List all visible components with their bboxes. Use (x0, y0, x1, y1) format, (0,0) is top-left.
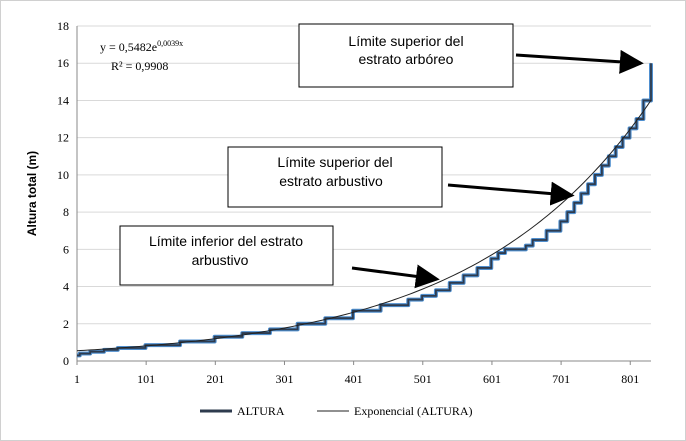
annotation-upper-shrub-line2: estrato arbustivo (279, 173, 383, 189)
y-tick-16: 16 (57, 56, 69, 70)
equation-exponent: 0,0039x (157, 39, 183, 48)
y-tick-labels: 0 2 4 6 8 10 12 14 16 18 (57, 19, 69, 368)
series-exponencial-line (76, 99, 652, 352)
annotation-arrow-2 (351, 264, 440, 289)
x-tick-301: 301 (275, 372, 293, 386)
annotation-arrows (351, 49, 644, 289)
x-tick-801: 801 (621, 372, 639, 386)
annotation-box-lower-shrub (119, 225, 334, 286)
x-tick-201: 201 (206, 372, 224, 386)
svg-text:y = 0,5482e0,0039x: y = 0,5482e0,0039x (100, 39, 183, 54)
legend: ALTURA Exponencial (ALTURA) (200, 404, 473, 418)
axes (76, 26, 651, 362)
y-tick-10: 10 (57, 168, 69, 182)
x-tick-1: 1 (74, 372, 80, 386)
annotation-upper-shrub-line1: Límite superior del (277, 154, 392, 170)
y-tick-14: 14 (57, 93, 69, 107)
y-tick-4: 4 (63, 280, 69, 294)
annotation-lower-shrub-line2: arbustivo (192, 252, 249, 268)
y-tick-0: 0 (63, 354, 69, 368)
y-tick-6: 6 (63, 242, 69, 256)
y-tick-12: 12 (57, 131, 69, 145)
y-tick-8: 8 (63, 205, 69, 219)
series-altura-line (77, 63, 652, 357)
y-tick-2: 2 (63, 317, 69, 331)
annotation-upper-tree-line1: Límite superior del (348, 33, 463, 49)
annotation-arrow-0 (515, 49, 644, 74)
annotation-arrow-1 (447, 181, 575, 206)
series-group (76, 63, 653, 358)
annotation-upper-tree-line2: estrato arbóreo (359, 51, 454, 67)
annotation-lower-shrub-line1: Límite inferior del estrato (149, 233, 303, 249)
annotation-box-upper-tree (298, 23, 514, 88)
x-tick-401: 401 (345, 372, 363, 386)
annotations: Límite superior del estrato arbóreo Lími… (119, 23, 644, 289)
equation-line1: y = 0,5482e (100, 40, 157, 54)
equation-r2: R² = 0,9908 (111, 59, 168, 73)
x-tick-701: 701 (552, 372, 570, 386)
x-tick-labels: 1 101 201 301 401 501 601 701 801 (74, 361, 639, 386)
x-tick-101: 101 (137, 372, 155, 386)
x-tick-501: 501 (414, 372, 432, 386)
annotation-box-upper-shrub (227, 146, 443, 208)
legend-label-exponencial: Exponencial (ALTURA) (354, 404, 473, 418)
trend-equation: y = 0,5482e0,0039x R² = 0,9908 (100, 39, 183, 73)
legend-label-altura: ALTURA (237, 404, 285, 418)
y-axis-label: Altura total (m) (25, 151, 39, 236)
y-tick-18: 18 (57, 19, 69, 33)
x-tick-601: 601 (483, 372, 501, 386)
